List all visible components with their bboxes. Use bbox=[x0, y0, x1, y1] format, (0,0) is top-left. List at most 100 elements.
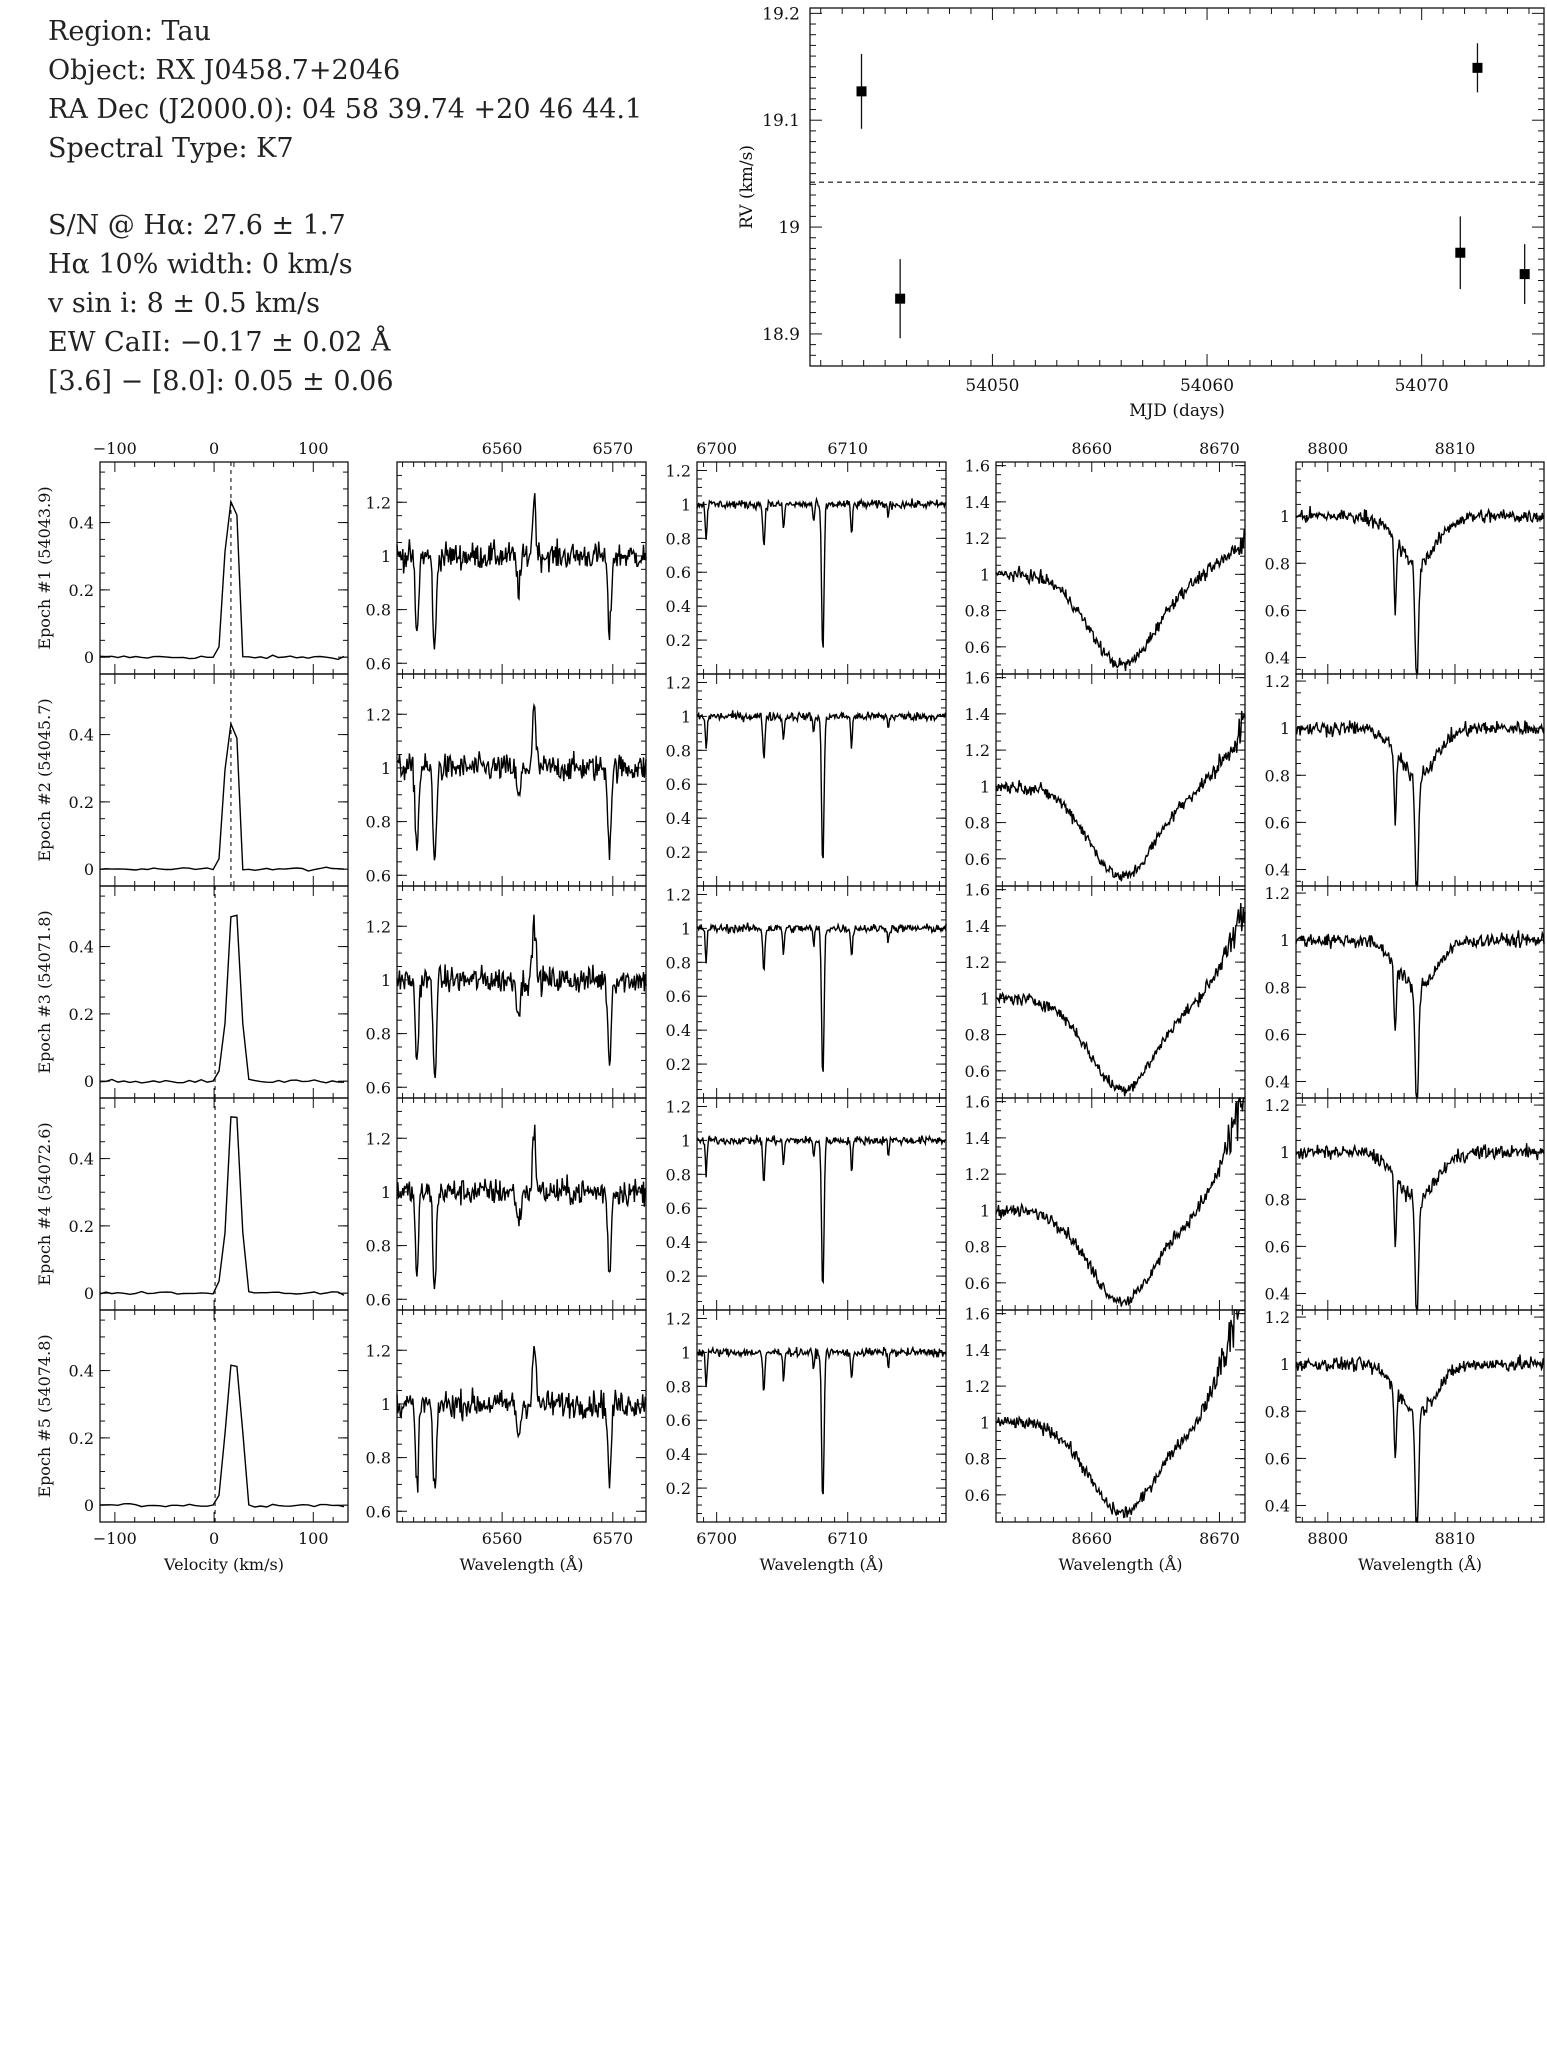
panel-y-tick-label: 1 bbox=[980, 565, 990, 584]
panel-halpha_velocity-epoch-2: 0 0.2 0.4 Epoch #2 (54045.7) bbox=[35, 673, 349, 887]
info-halpha-width: Hα 10% width: 0 km/s bbox=[48, 249, 353, 280]
panel-y-tick-label: 1.4 bbox=[965, 1129, 990, 1148]
info-color: [3.6] − [8.0]: 0.05 ± 0.06 bbox=[48, 366, 394, 397]
spectrum-line bbox=[1295, 1354, 1545, 1523]
panel-y-tick-label: 1 bbox=[1280, 719, 1290, 738]
panel-frame bbox=[99, 1097, 349, 1311]
info-object: Object: RX J0458.7+2046 bbox=[48, 55, 401, 86]
panel-8807A-epoch-3: 0.4 0.6 0.8 1 1.2 bbox=[1265, 884, 1545, 1099]
spectrum-line bbox=[1295, 1143, 1545, 1311]
panel-6560A-epoch-3: 0.6 0.8 1 1.2 bbox=[366, 885, 647, 1099]
object-info-block: Region: Tau Object: RX J0458.7+2046 RA D… bbox=[48, 12, 738, 401]
info-ra-dec: RA Dec (J2000.0): 04 58 39.74 +20 46 44.… bbox=[48, 94, 643, 125]
panel-frame bbox=[995, 885, 1246, 1099]
rv-data-point bbox=[1472, 62, 1483, 73]
panel-bottom-tick-label: 8660 bbox=[1071, 1529, 1112, 1548]
panel-y-tick-label: 0.6 bbox=[366, 1502, 391, 1521]
info-snr: S/N @ Hα: 27.6 ± 1.7 bbox=[48, 210, 346, 241]
spectrum-line bbox=[99, 1116, 345, 1296]
panel-y-tick-label: 0.6 bbox=[366, 1290, 391, 1309]
rv-data-point bbox=[856, 86, 867, 97]
panel-y-tick-label: 0.6 bbox=[965, 638, 990, 657]
panel-y-tick-label: 1.4 bbox=[965, 705, 990, 724]
panel-x-axis-label: Wavelength (Å) bbox=[1058, 1554, 1182, 1574]
panel-y-tick-label: 1.6 bbox=[965, 881, 990, 900]
panel-bottom-tick-label: 100 bbox=[298, 1529, 329, 1548]
panel-y-tick-label: 0 bbox=[84, 648, 94, 667]
spectrum-line bbox=[99, 499, 345, 661]
panel-8807A-epoch-5: 0.4 0.6 0.8 1 1.2 8800 8810 Wavelength (Å) bbox=[1265, 1308, 1545, 1574]
panel-8662A-epoch-2: 0.6 0.8 1 1.2 1.4 1.6 bbox=[965, 669, 1246, 887]
panel-y-tick-label: 0.8 bbox=[666, 741, 691, 760]
panel-y-tick-label: 1 bbox=[681, 1131, 691, 1150]
panel-y-tick-label: 1 bbox=[381, 1183, 391, 1202]
panel-top-tick-label: −100 bbox=[93, 439, 137, 458]
panel-6708A-epoch-1: 0.2 0.4 0.6 0.8 1 1.2 6700 6710 bbox=[666, 439, 947, 675]
spectrum-line bbox=[995, 1097, 1245, 1307]
spectrum-line bbox=[696, 1345, 947, 1495]
rv-data-point bbox=[1455, 247, 1466, 258]
panel-frame bbox=[1295, 1097, 1545, 1311]
panel-frame bbox=[99, 1309, 349, 1523]
rv-y-tick-label: 19.2 bbox=[762, 4, 800, 24]
panel-y-tick-label: 1 bbox=[980, 777, 990, 796]
panel-bottom-tick-label: 8800 bbox=[1307, 1529, 1348, 1548]
panel-y-tick-label: 0.2 bbox=[666, 631, 691, 650]
panel-y-tick-label: 1.2 bbox=[666, 1097, 691, 1116]
panel-y-tick-label: 0.4 bbox=[1265, 861, 1290, 880]
spectrum-line bbox=[995, 529, 1246, 672]
panel-y-tick-label: 1.4 bbox=[965, 493, 990, 512]
spectrum-line bbox=[696, 709, 947, 859]
panel-y-tick-label: 1.6 bbox=[965, 457, 990, 476]
panel-y-tick-label: 0.2 bbox=[69, 1217, 94, 1236]
spectrum-line bbox=[1295, 930, 1545, 1099]
panel-y-tick-label: 1 bbox=[980, 989, 990, 1008]
panel-y-tick-label: 0.8 bbox=[366, 1025, 391, 1044]
panel-bottom-tick-label: 6710 bbox=[827, 1529, 868, 1548]
panel-y-tick-label: 0.8 bbox=[666, 529, 691, 548]
panel-y-tick-label: 0.4 bbox=[666, 1445, 691, 1464]
panel-top-tick-label: 0 bbox=[209, 439, 219, 458]
panel-y-tick-label: 1.2 bbox=[1265, 1308, 1290, 1327]
panel-top-tick-label: 6560 bbox=[482, 439, 523, 458]
panel-y-tick-label: 0 bbox=[84, 1284, 94, 1303]
panel-top-tick-label: 8670 bbox=[1199, 439, 1240, 458]
panel-8807A-epoch-1: 0.4 0.6 0.8 1 8800 8810 bbox=[1265, 439, 1545, 675]
rv-y-tick-label: 19 bbox=[778, 218, 800, 238]
panel-y-tick-label: 0.4 bbox=[69, 1150, 94, 1169]
panel-y-tick-label: 0.6 bbox=[666, 1411, 691, 1430]
panel-y-tick-label: 0.8 bbox=[666, 1377, 691, 1396]
panel-8662A-epoch-1: 0.6 0.8 1 1.2 1.4 1.6 8660 8670 bbox=[965, 439, 1246, 675]
rv-y-tick-label: 18.9 bbox=[762, 325, 800, 345]
panel-y-tick-label: 0.4 bbox=[666, 809, 691, 828]
panel-y-tick-label: 0.4 bbox=[69, 938, 94, 957]
panel-y-tick-label: 0.2 bbox=[69, 1429, 94, 1448]
panel-y-tick-label: 0.8 bbox=[965, 1026, 990, 1045]
panel-y-tick-label: 0.6 bbox=[666, 1199, 691, 1218]
panel-y-tick-label: 1 bbox=[980, 1201, 990, 1220]
panel-y-tick-label: 1.4 bbox=[965, 1341, 990, 1360]
panel-frame bbox=[1295, 1309, 1545, 1523]
panel-y-tick-label: 0.6 bbox=[1265, 1237, 1290, 1256]
panel-y-tick-label: 1.2 bbox=[366, 705, 391, 724]
spectrum-line bbox=[697, 1134, 947, 1285]
panel-x-axis-label: Wavelength (Å) bbox=[1358, 1554, 1482, 1574]
panel-y-tick-label: 0.4 bbox=[69, 726, 94, 745]
panel-bottom-tick-label: 6570 bbox=[592, 1529, 633, 1548]
rv-axes-frame bbox=[809, 7, 1545, 367]
panel-y-tick-label: 0.8 bbox=[366, 813, 391, 832]
panel-y-tick-label: 0.4 bbox=[666, 597, 691, 616]
panel-y-tick-label: 1 bbox=[381, 1395, 391, 1414]
panel-y-tick-label: 0.8 bbox=[1265, 1190, 1290, 1209]
panel-bottom-tick-label: −100 bbox=[93, 1529, 137, 1548]
panel-y-tick-label: 0 bbox=[84, 860, 94, 879]
panel-frame bbox=[1295, 673, 1545, 887]
panel-y-tick-label: 0.8 bbox=[1265, 978, 1290, 997]
panel-frame bbox=[1295, 461, 1545, 675]
panel-y-tick-label: 0.6 bbox=[666, 775, 691, 794]
rv-data-point bbox=[895, 293, 906, 304]
panel-x-axis-label: Wavelength (Å) bbox=[459, 1554, 583, 1574]
spectrum-line bbox=[396, 1124, 647, 1290]
